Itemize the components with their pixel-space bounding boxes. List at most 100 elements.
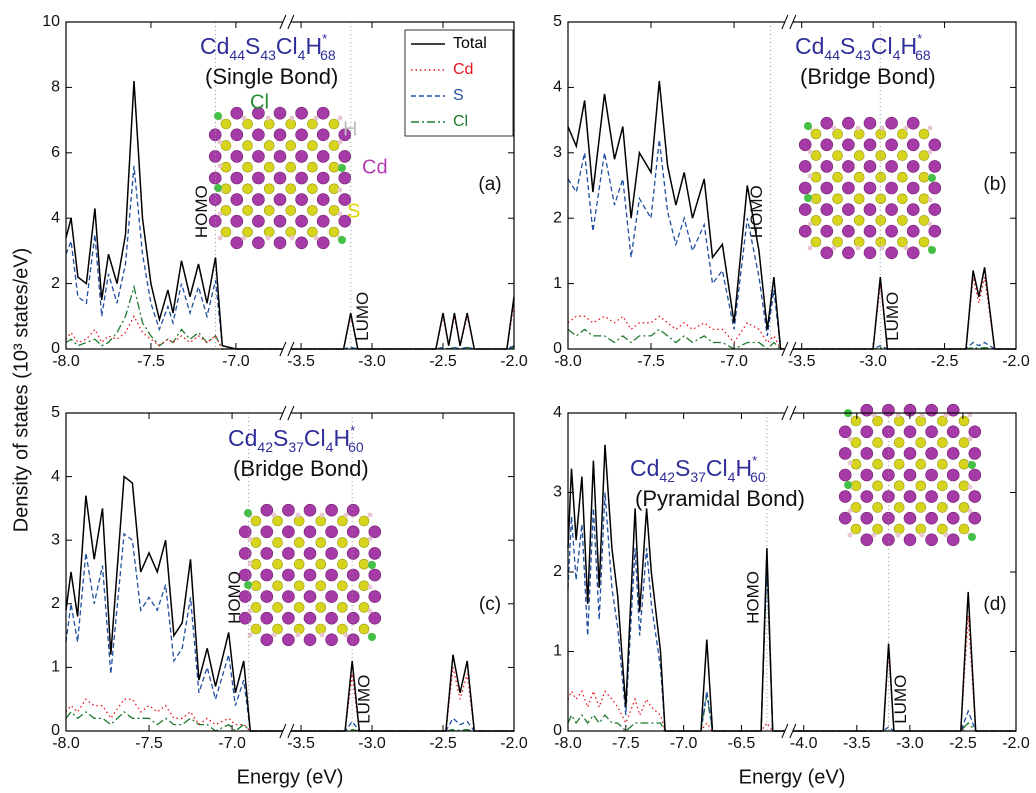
x-tick-label: -7.0 — [720, 353, 748, 370]
inset-atom — [897, 150, 908, 161]
inset-atom — [850, 415, 862, 427]
axis-break — [784, 347, 793, 351]
inset-atom — [285, 161, 297, 173]
inset-atom — [263, 183, 275, 195]
inset-atom — [293, 537, 305, 548]
inset-atom — [820, 138, 834, 152]
inset-atom — [293, 602, 305, 613]
inset-atom — [337, 623, 348, 635]
inset-atom — [303, 503, 317, 517]
inset-label: Cd — [362, 156, 388, 178]
inset-atom — [863, 203, 877, 216]
inset-atom — [263, 140, 275, 151]
inset-atom — [863, 224, 877, 238]
inset-atom — [810, 171, 822, 183]
inset-atom — [958, 480, 970, 492]
formula-subscript: 37 — [690, 469, 706, 485]
level-label: LUMO — [353, 292, 372, 341]
x-tick-label: -7.0 — [222, 353, 250, 370]
inset-atom — [853, 193, 865, 205]
inset-atom — [831, 245, 837, 251]
inset-atom — [358, 623, 370, 635]
inset-atom — [293, 623, 305, 635]
inset-atom — [208, 193, 222, 206]
inset-atom — [316, 128, 330, 142]
inset-atom — [906, 246, 920, 260]
inset-atom — [295, 512, 301, 518]
inset-atom — [875, 128, 887, 140]
x-tick-label: -3.0 — [358, 735, 386, 752]
inset-atom — [303, 547, 317, 560]
inset-atom — [242, 118, 253, 130]
inset-atom — [925, 490, 938, 503]
inset-atom — [315, 515, 327, 527]
formula-subscript: 43 — [855, 47, 871, 63]
inset-atom — [875, 193, 887, 205]
inset-atom — [220, 183, 232, 195]
inset-atom — [903, 447, 917, 460]
y-tick-label: 5 — [51, 404, 60, 421]
x-tick-label: -7.0 — [670, 735, 698, 752]
inset-atom — [850, 502, 862, 513]
inset-atom — [842, 138, 855, 152]
dos-line — [65, 165, 287, 350]
formula-element: H — [735, 455, 752, 481]
inset-atom — [230, 128, 244, 142]
inset-atom — [906, 116, 920, 130]
inset-atom — [220, 161, 232, 173]
y-tick-label: 10 — [42, 13, 60, 30]
inset-atom — [882, 490, 895, 503]
axis-break — [287, 723, 295, 739]
inset-atom — [315, 580, 327, 592]
inset-atom — [918, 193, 930, 205]
inset-atom — [842, 181, 855, 195]
inset-atom — [263, 205, 275, 216]
dos-line — [567, 492, 789, 732]
y-tick-label: 3 — [553, 144, 562, 161]
inset-atom — [860, 533, 874, 547]
inset-atom — [293, 558, 305, 570]
inset-atom — [250, 558, 262, 570]
x-axis-label: Energy (eV) — [237, 766, 344, 788]
inset-atom — [928, 174, 936, 182]
dos-line — [286, 717, 514, 732]
inset-atom — [367, 512, 373, 518]
inset-atom — [897, 171, 908, 183]
x-tick-label: -2.5 — [949, 735, 977, 752]
inset-atom — [850, 480, 862, 492]
inset-atom — [230, 106, 244, 120]
inset-atom — [220, 226, 232, 238]
inset-atom — [263, 226, 275, 238]
y-tick-label: 1 — [553, 643, 562, 660]
inset-atom — [282, 525, 295, 539]
inset-atom — [343, 632, 349, 638]
inset-atom — [863, 160, 877, 173]
axis-break — [282, 20, 291, 24]
inset-atom — [282, 568, 295, 582]
inset-atom — [820, 116, 834, 130]
inset-atom — [860, 511, 874, 525]
dos-line — [65, 532, 287, 732]
inset-atom — [875, 171, 887, 183]
formula-element: S — [675, 455, 690, 481]
level-label: HOMO — [225, 571, 244, 624]
inset-atom — [838, 490, 852, 503]
y-tick-label: 2 — [553, 209, 562, 226]
inset-atom — [937, 480, 948, 492]
formula-element: Cl — [706, 455, 728, 481]
inset-atom — [842, 246, 855, 260]
x-tick-label: -7.5 — [135, 735, 163, 752]
inset-atom — [293, 580, 305, 592]
inset-atom — [252, 193, 265, 206]
inset-atom — [303, 568, 317, 582]
inset-atom — [285, 205, 297, 216]
y-tick-label: 6 — [51, 144, 60, 161]
inset-atom — [860, 447, 874, 460]
inset-atom — [831, 125, 837, 131]
x-tick-label: -7.5 — [612, 735, 640, 752]
dos-line — [286, 303, 515, 350]
inset-atom — [968, 490, 982, 503]
inset-atom — [897, 193, 908, 205]
inset-atom — [838, 425, 852, 439]
inset-atom — [285, 226, 297, 238]
